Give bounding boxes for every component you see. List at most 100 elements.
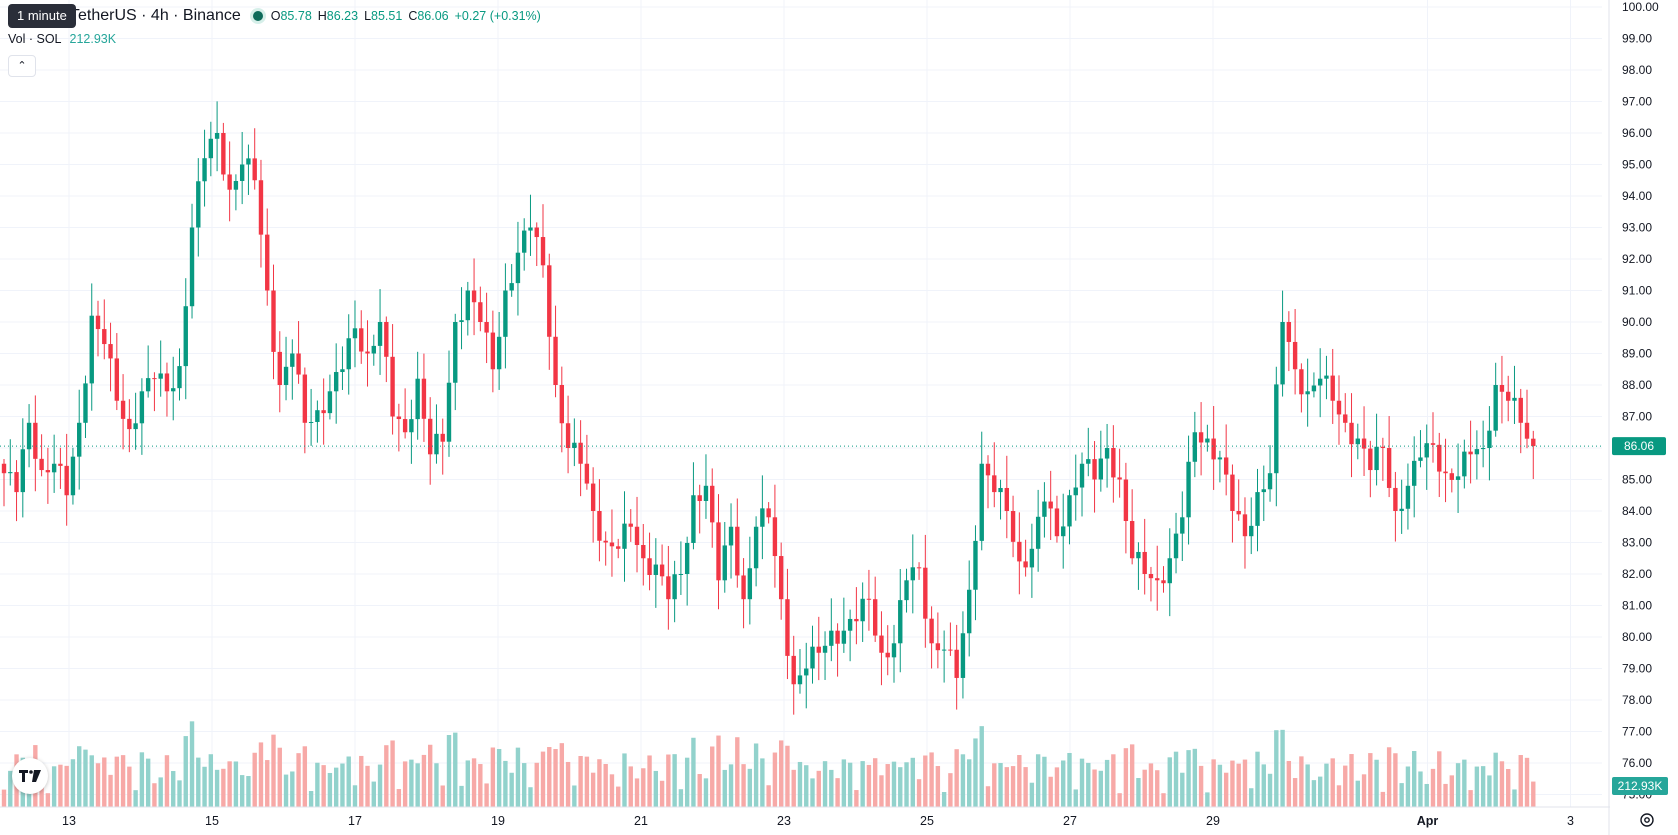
candle-body xyxy=(196,181,201,228)
volume-bar xyxy=(854,790,859,807)
volume-bar xyxy=(490,747,496,807)
volume-bar xyxy=(829,769,834,807)
candle-body xyxy=(1198,432,1204,443)
candle-body xyxy=(1010,511,1016,542)
volume-bar xyxy=(772,752,778,807)
candle-body xyxy=(641,545,646,559)
volume-bar xyxy=(1399,783,1404,807)
candle-body xyxy=(1017,541,1022,562)
volume-bar xyxy=(102,757,107,807)
volume-label[interactable]: Vol · SOL xyxy=(8,32,62,46)
volume-bar xyxy=(402,761,408,807)
candle-body xyxy=(114,358,120,401)
candle-body xyxy=(578,442,583,464)
candle-body xyxy=(434,433,439,455)
candle-body xyxy=(841,630,847,644)
time-axis[interactable]: 131517192123252729Apr357911131517192123 xyxy=(0,806,1678,828)
candle-body xyxy=(265,234,270,291)
volume-bar xyxy=(496,749,502,807)
volume-bar xyxy=(609,774,615,807)
volume-bar xyxy=(1117,793,1122,807)
symbol-legend: TetherUS · 4h · Binance O85.78 H86.23 L8… xyxy=(8,6,547,26)
candle-body xyxy=(1061,526,1066,537)
price-tick-label: 81.00 xyxy=(1622,599,1652,613)
candle-body xyxy=(346,338,351,370)
candle-body xyxy=(973,540,978,590)
candle-body xyxy=(371,345,376,354)
candle-body xyxy=(1117,477,1122,480)
volume-bar xyxy=(1,789,7,807)
volume-bar xyxy=(51,766,57,807)
candle-body xyxy=(20,449,25,493)
volume-bar xyxy=(515,747,521,807)
volume-bar xyxy=(904,762,909,807)
volume-bar xyxy=(271,734,276,807)
tradingview-logo-icon[interactable] xyxy=(12,758,48,794)
candle-body xyxy=(860,598,865,622)
volume-bar xyxy=(152,783,157,807)
volume-bar xyxy=(377,764,383,807)
volume-bar xyxy=(1386,747,1392,807)
candle-body xyxy=(559,385,565,424)
market-status-icon[interactable] xyxy=(252,11,263,21)
volume-bar xyxy=(603,763,608,807)
volume-bar xyxy=(1330,758,1335,807)
price-axis[interactable]: 100.00 99.00 98.00 97.00 96.00 95.00 94.00 93.0… xyxy=(1608,0,1668,835)
volume-bar xyxy=(716,735,721,807)
volume-bar xyxy=(735,737,740,807)
volume-bar xyxy=(277,747,282,807)
candle-body xyxy=(603,540,608,543)
volume-bar xyxy=(145,758,151,807)
candle-body xyxy=(1487,430,1492,448)
volume-bar xyxy=(302,746,308,807)
symbol-title[interactable]: TetherUS · 4h · Binance xyxy=(70,7,241,24)
volume-bar xyxy=(459,785,464,807)
candle-body xyxy=(1148,574,1154,579)
volume-bar xyxy=(1067,752,1072,807)
volume-bar xyxy=(1079,758,1085,807)
candle-body xyxy=(835,630,840,644)
volume-bar xyxy=(590,772,596,807)
candle-body xyxy=(597,511,602,541)
candle-body xyxy=(804,668,809,676)
volume-bar xyxy=(985,786,991,807)
volume-bar xyxy=(973,738,978,807)
candle-body xyxy=(879,635,884,653)
candle-body xyxy=(1104,448,1110,459)
volume-bar xyxy=(572,785,577,807)
volume-bar xyxy=(1286,760,1292,807)
collapse-legend-button[interactable]: ⌃ xyxy=(8,55,36,77)
candle-body xyxy=(409,419,414,433)
candle-body xyxy=(327,391,333,414)
volume-bar xyxy=(778,740,784,807)
candle-body xyxy=(540,237,546,266)
candle-body xyxy=(1531,438,1536,447)
price-tick-label: 89.00 xyxy=(1622,347,1652,361)
volume-bar xyxy=(879,775,884,807)
volume-bar xyxy=(979,726,984,807)
settings-icon[interactable] xyxy=(1638,811,1656,829)
candle-body xyxy=(1412,460,1417,486)
volume-bar xyxy=(1236,763,1241,807)
candle-body xyxy=(1155,578,1160,581)
candle-body xyxy=(340,369,345,373)
volume-bar xyxy=(214,769,220,807)
candle-body xyxy=(935,643,941,651)
volume-bar xyxy=(365,765,370,807)
candle-body xyxy=(1111,448,1116,478)
candle-body xyxy=(1443,471,1448,474)
price-tick-label: 87.00 xyxy=(1622,410,1652,424)
volume-bar xyxy=(747,768,753,807)
candle-body xyxy=(872,599,878,636)
volume-bar xyxy=(177,780,182,807)
candle-body xyxy=(1274,384,1279,474)
candle-body xyxy=(365,351,370,354)
volume-bar xyxy=(1368,753,1373,807)
volume-bar xyxy=(283,774,289,807)
candle-body xyxy=(772,517,778,557)
price-tick-label: 77.00 xyxy=(1622,725,1652,739)
candle-body xyxy=(120,400,126,419)
candle-body xyxy=(89,315,94,384)
volume-bar xyxy=(547,747,552,807)
